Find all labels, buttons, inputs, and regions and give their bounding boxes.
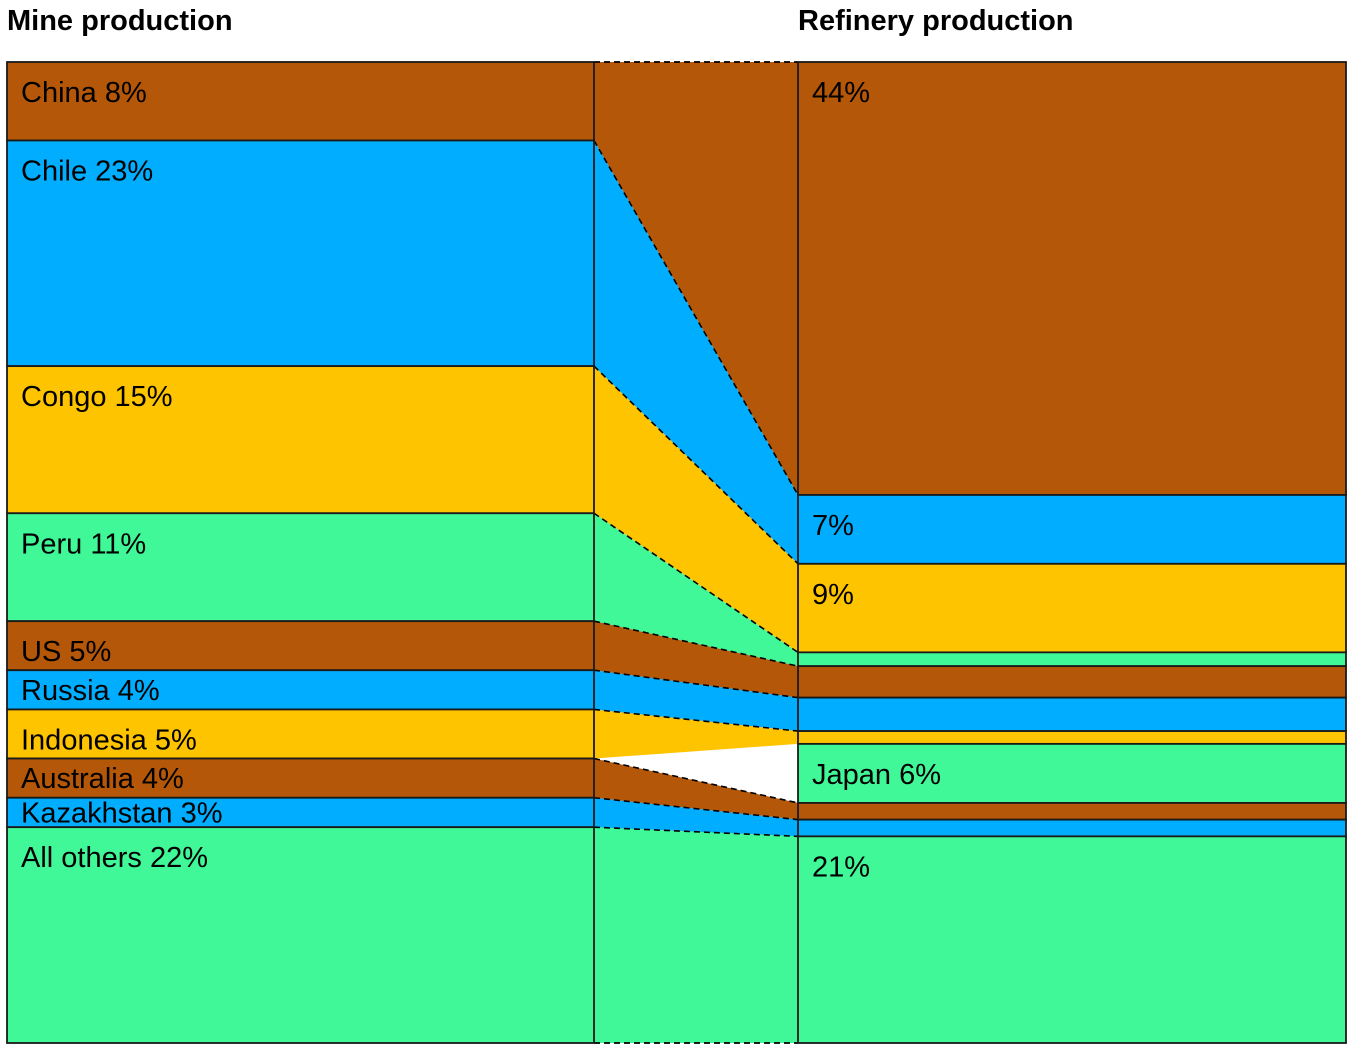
mine-production-bars [6, 61, 595, 1044]
flow-separator [593, 620, 799, 667]
segment-label: US 5% [21, 636, 111, 668]
mine-bar [6, 826, 595, 1044]
flow-link [594, 758, 798, 820]
flow-separator [593, 512, 799, 654]
segment-label: Japan 6% [812, 759, 941, 791]
flow-link [594, 670, 798, 732]
flow-separator [593, 796, 799, 821]
flow-separator [593, 140, 799, 496]
refinery-bar [797, 61, 1347, 496]
mine-bar [6, 708, 595, 760]
flow-separator [593, 669, 799, 699]
mine-bar [6, 365, 595, 515]
refinery-bar [797, 835, 1347, 1044]
segment-label: 9% [812, 579, 854, 611]
mine-bar [6, 796, 595, 829]
refinery-bar [797, 742, 1347, 804]
segment-label: Indonesia 5% [21, 724, 197, 756]
refinery-production-bars [797, 61, 1347, 1044]
refinery-bar [797, 730, 1347, 745]
flow-separator [593, 757, 799, 804]
flow-link [594, 513, 798, 667]
refinery-bar [797, 818, 1347, 838]
flow-links [593, 61, 799, 1044]
segment-label: Russia 4% [21, 675, 160, 707]
segment-label: Chile 23% [21, 155, 153, 187]
refinery-bar [797, 494, 1347, 565]
segment-label: 44% [812, 77, 870, 109]
flow-link [594, 709, 798, 759]
segment-label: 21% [812, 851, 870, 883]
segment-label: Kazakhstan 3% [21, 797, 223, 829]
refinery-bar [797, 562, 1347, 654]
mine-bar [6, 139, 595, 368]
segment-labels: China 8% Chile 23% Congo 15% Peru 11% US 5% R… [21, 77, 941, 883]
flow-link [594, 140, 798, 564]
segment-label: China 8% [21, 77, 147, 109]
flow-link [594, 827, 798, 1043]
segment-label: 7% [812, 510, 854, 542]
refinery-bar [797, 696, 1347, 732]
segment-label: Peru 11% [21, 528, 146, 560]
flow-link [594, 366, 798, 653]
segment-label: Australia 4% [21, 763, 184, 795]
mine-bar [6, 61, 595, 142]
mine-bar [6, 620, 595, 672]
flow-separator [593, 708, 799, 732]
flow-link [594, 797, 798, 837]
mine-bar [6, 757, 595, 799]
flow-separator [593, 365, 799, 565]
mine-bar [6, 669, 595, 711]
flow-separator [593, 826, 799, 838]
refinery-bar [797, 802, 1347, 821]
refinery-bar [797, 665, 1347, 699]
flow-link [594, 62, 798, 495]
refinery-bar [797, 651, 1347, 668]
mine-bar [6, 512, 595, 623]
left-title: Mine production [7, 5, 233, 37]
segment-label: All others 22% [21, 842, 208, 874]
segment-label: Congo 15% [21, 381, 173, 413]
flow-link [594, 621, 798, 698]
right-title: Refinery production [798, 5, 1074, 37]
